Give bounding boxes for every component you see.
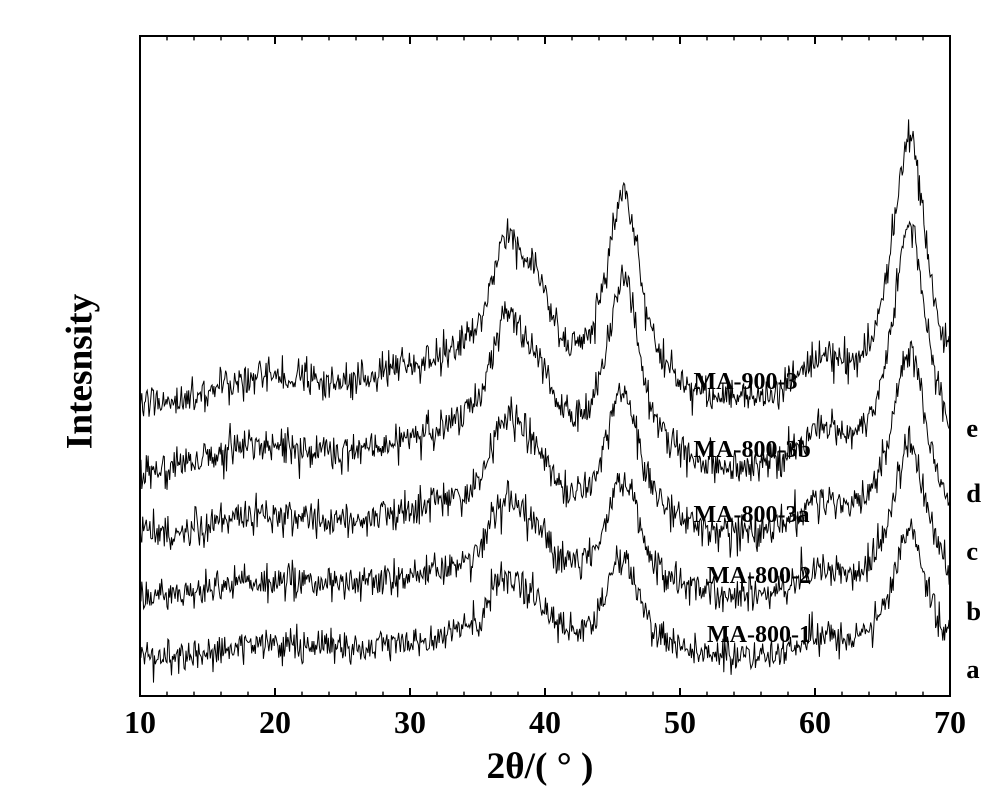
series-letter-b: b bbox=[966, 596, 981, 627]
x-tick-label: 30 bbox=[385, 704, 435, 741]
series-label-e: MA-900-3 bbox=[694, 369, 798, 396]
xrd-figure: Intesnsity 2θ/( ° ) 10203040506070 MA-80… bbox=[0, 0, 1000, 799]
series-letter-c: c bbox=[966, 536, 978, 567]
series-label-b: MA-800-2 bbox=[707, 563, 811, 590]
series-letter-d: d bbox=[966, 478, 981, 509]
x-tick-label: 50 bbox=[655, 704, 705, 741]
series-label-d: MA-800-3b bbox=[694, 437, 811, 464]
series-letter-a: a bbox=[966, 654, 979, 685]
x-tick-label: 70 bbox=[925, 704, 975, 741]
series-letter-e: e bbox=[966, 413, 978, 444]
series-label-a: MA-800-1 bbox=[707, 622, 811, 649]
x-tick-label: 60 bbox=[790, 704, 840, 741]
x-tick-label: 20 bbox=[250, 704, 300, 741]
xrd-plot-svg bbox=[0, 0, 1000, 799]
x-tick-label: 10 bbox=[115, 704, 165, 741]
series-label-c: MA-800-3a bbox=[694, 502, 810, 529]
x-tick-label: 40 bbox=[520, 704, 570, 741]
